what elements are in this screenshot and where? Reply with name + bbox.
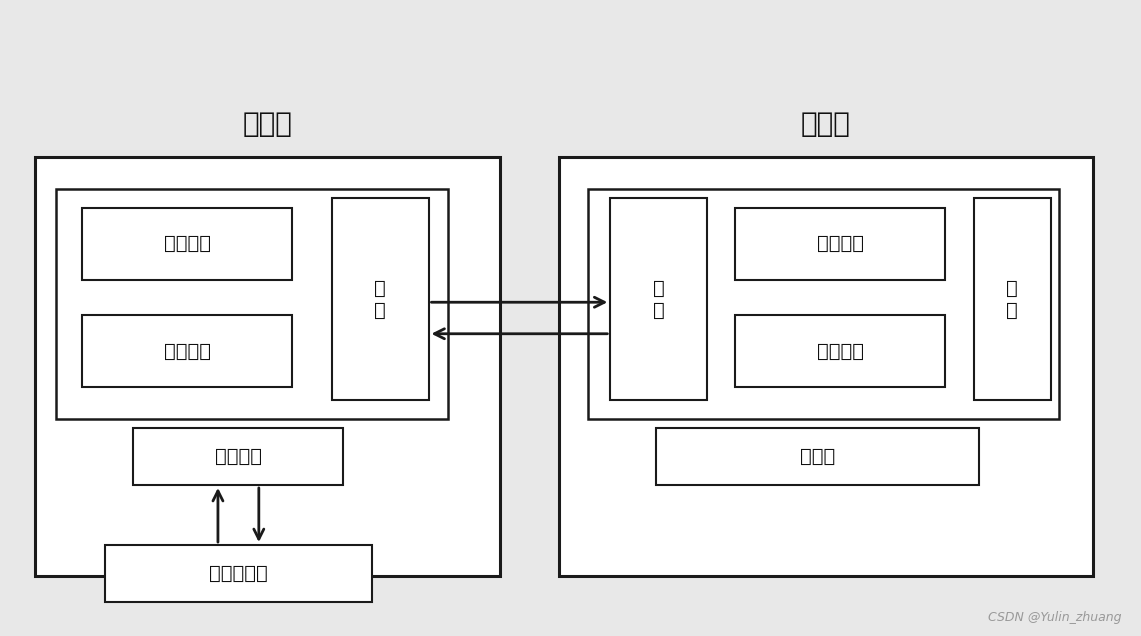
Text: 读写器: 读写器	[242, 110, 292, 138]
Bar	[735, 315, 945, 387]
Text: 天
线: 天 线	[653, 279, 664, 319]
Bar	[34, 157, 500, 576]
Bar	[133, 428, 343, 485]
Bar	[105, 545, 372, 602]
Text: 计算机网络: 计算机网络	[209, 564, 268, 583]
Bar	[656, 428, 979, 485]
Text: 收发模块: 收发模块	[164, 235, 211, 253]
Bar	[56, 189, 448, 419]
Text: 控制模块: 控制模块	[164, 342, 211, 361]
Text: 收发模块: 收发模块	[817, 235, 864, 253]
Text: 天
线: 天 线	[374, 279, 386, 319]
Text: CSDN @Yulin_zhuang: CSDN @Yulin_zhuang	[988, 611, 1122, 624]
Bar	[559, 157, 1093, 576]
Bar	[735, 208, 945, 280]
Text: 应答器: 应答器	[801, 110, 851, 138]
Bar	[610, 198, 706, 400]
Bar	[82, 208, 292, 280]
Bar	[332, 198, 429, 400]
Bar	[588, 189, 1059, 419]
Text: 控制模块: 控制模块	[817, 342, 864, 361]
Bar	[82, 315, 292, 387]
Text: 电
池: 电 池	[1006, 279, 1018, 319]
Text: 接口模块: 接口模块	[215, 447, 262, 466]
Bar	[973, 198, 1051, 400]
Text: 存储器: 存储器	[800, 447, 835, 466]
